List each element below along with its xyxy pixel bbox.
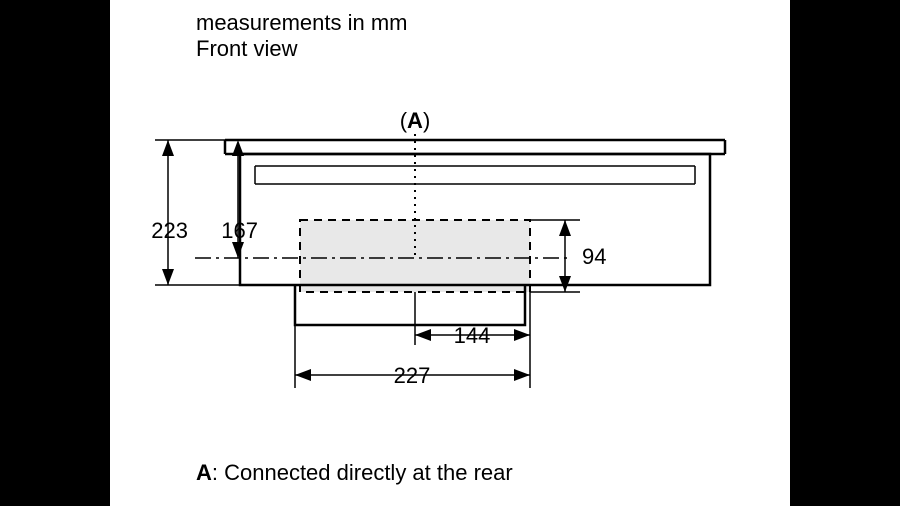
footer-note: A: Connected directly at the rear	[196, 460, 513, 485]
callout-a-label: (A)	[400, 108, 431, 133]
dim-167-text: 167	[221, 218, 258, 243]
dim-227-text: 227	[394, 363, 431, 388]
dim-167-arrow-top	[232, 140, 244, 156]
dim-144-arrow-l	[415, 329, 431, 341]
dim-144-arrow-r	[514, 329, 530, 341]
dim-144-text: 144	[454, 323, 491, 348]
dim-94-text: 94	[582, 244, 606, 269]
dim-167-arrow-bot	[232, 242, 244, 258]
dim-94-arrow-top	[559, 220, 571, 236]
dim-223-text: 223	[151, 218, 188, 243]
header-line2: Front view	[196, 36, 298, 61]
dim-227-arrow-r	[514, 369, 530, 381]
header-line1: measurements in mm	[196, 10, 408, 35]
sidebar-left	[0, 0, 110, 506]
drawing-canvas: measurements in mm Front view (A) 223 16…	[110, 0, 790, 506]
dim-223-arrow-top	[162, 140, 174, 156]
sidebar-right	[790, 0, 900, 506]
dim-223-arrow-bot	[162, 269, 174, 285]
dim-227-arrow-l	[295, 369, 311, 381]
hatched-region	[300, 220, 530, 292]
